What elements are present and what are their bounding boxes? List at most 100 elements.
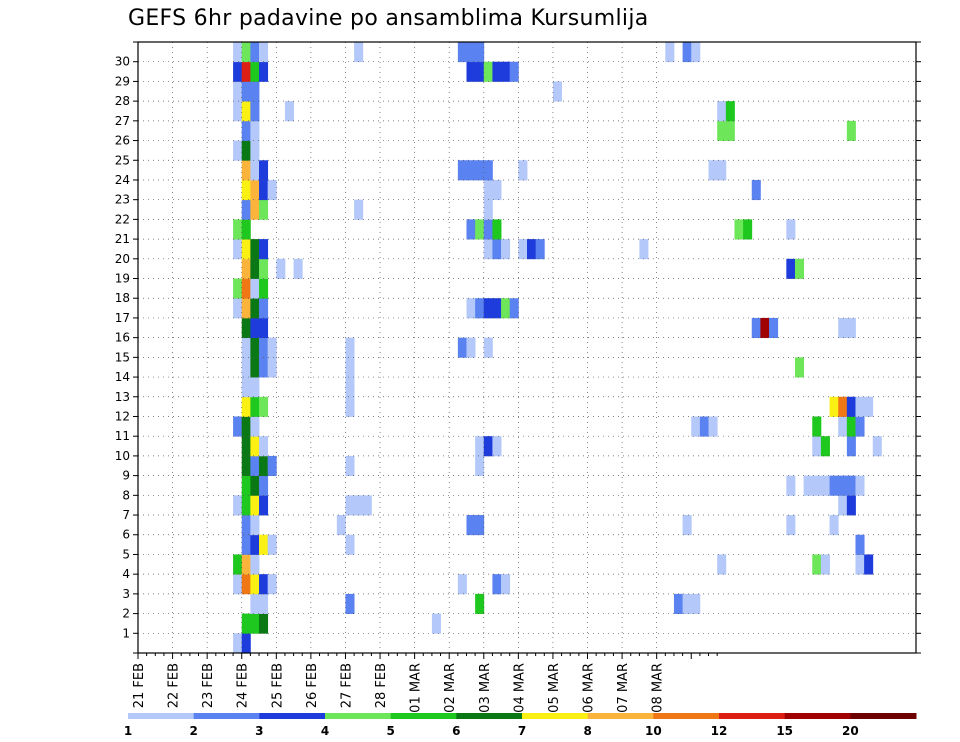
- heatmap-cell: [267, 179, 277, 201]
- y-tick-label: 5: [122, 547, 130, 561]
- heatmap-cell: [812, 475, 822, 496]
- color-bar-label: 5: [386, 724, 394, 738]
- color-bar-segment: [653, 713, 720, 719]
- heatmap-cell: [259, 317, 269, 339]
- heatmap-cell: [708, 416, 718, 437]
- y-tick-label: 3: [122, 587, 130, 601]
- heatmap-cell: [483, 298, 493, 319]
- heatmap-cell: [241, 416, 251, 437]
- y-tick-label: 29: [115, 74, 130, 88]
- heatmap-cell: [259, 495, 269, 516]
- heatmap-cell: [250, 436, 260, 457]
- heatmap-cell: [276, 258, 286, 279]
- heatmap-cell: [345, 357, 355, 378]
- heatmap-cell: [241, 554, 251, 575]
- y-tick-label: 11: [115, 429, 130, 443]
- heatmap-cell: [250, 140, 260, 161]
- heatmap-cell: [864, 554, 874, 575]
- x-tick-label: 25 FEB: [270, 663, 285, 708]
- heatmap-cell: [786, 475, 796, 496]
- color-bar-label: 7: [518, 724, 526, 738]
- heatmap-cell: [259, 357, 269, 378]
- y-tick-label: 10: [115, 449, 130, 463]
- heatmap-cell: [259, 278, 269, 299]
- heatmap-cell: [259, 42, 269, 63]
- heatmap-cell: [241, 61, 251, 82]
- heatmap-cell: [354, 495, 364, 516]
- heatmap-cell: [345, 593, 355, 614]
- x-tick-label: 03 MAR: [478, 663, 493, 713]
- heatmap-cell: [250, 42, 260, 63]
- heatmap-cell: [483, 436, 493, 457]
- heatmap-cell: [492, 219, 502, 240]
- heatmap-cell: [838, 396, 848, 417]
- color-bar-segment: [850, 713, 917, 719]
- x-tick-label: 01 MAR: [409, 663, 424, 713]
- y-tick-label: 28: [115, 94, 130, 108]
- heatmap-cells: [233, 42, 882, 654]
- heatmap-cell: [259, 239, 269, 260]
- heatmap-cell: [259, 455, 269, 477]
- heatmap-cell: [241, 574, 251, 595]
- heatmap-cell: [501, 574, 511, 595]
- heatmap-cell: [250, 199, 260, 220]
- heatmap-cell: [483, 219, 493, 240]
- x-tick-label: 04 MAR: [512, 663, 527, 713]
- heatmap-cell: [725, 101, 735, 122]
- heatmap-cell: [786, 258, 796, 279]
- heatmap-cell: [717, 101, 727, 122]
- heatmap-cell: [267, 574, 277, 595]
- heatmap-cell: [250, 278, 260, 299]
- heatmap-cell: [241, 357, 251, 378]
- heatmap-cell: [492, 574, 502, 595]
- heatmap-cell: [794, 357, 805, 378]
- heatmap-cell: [717, 120, 727, 141]
- heatmap-cell: [259, 436, 269, 457]
- heatmap-cell: [250, 574, 260, 595]
- heatmap-cell: [717, 160, 727, 181]
- color-bar-label: 8: [583, 724, 591, 738]
- heatmap-cell: [864, 396, 874, 417]
- y-tick-label: 25: [115, 153, 130, 167]
- color-bar-segment: [193, 713, 260, 719]
- heatmap-cell: [457, 42, 467, 63]
- heatmap-cell: [259, 160, 269, 181]
- heatmap-cell: [483, 61, 493, 82]
- heatmap-cell: [751, 317, 761, 339]
- heatmap-cell: [855, 554, 865, 575]
- heatmap-cell: [466, 515, 476, 536]
- heatmap-cell: [345, 337, 355, 358]
- axis-ticks: [133, 41, 921, 659]
- heatmap-cell: [509, 61, 519, 82]
- chart-title: GEFS 6hr padavine po ansamblima Kursumli…: [128, 6, 649, 31]
- heatmap-cell: [241, 42, 251, 63]
- heatmap-cell: [466, 61, 476, 82]
- heatmap-cell: [518, 160, 528, 181]
- heatmap-cell: [259, 199, 269, 220]
- heatmap-cell: [492, 179, 502, 201]
- heatmap-cell: [846, 120, 856, 141]
- heatmap-cell: [466, 298, 476, 319]
- heatmap-cell: [259, 593, 269, 614]
- heatmap-cell: [846, 495, 856, 516]
- y-tick-label: 1: [122, 626, 130, 640]
- heatmap-cell: [820, 475, 830, 496]
- heatmap-cell: [250, 396, 260, 417]
- y-tick-label: 27: [115, 114, 130, 128]
- heatmap-cell: [233, 416, 243, 437]
- heatmap-cell: [233, 61, 243, 82]
- heatmap-cell: [855, 475, 865, 496]
- heatmap-cell: [492, 239, 502, 260]
- heatmap-cell: [475, 455, 485, 477]
- heatmap-cell: [233, 42, 243, 63]
- color-bar-segment: [587, 713, 654, 719]
- heatmap-cell: [475, 593, 485, 614]
- heatmap-cell: [838, 416, 848, 437]
- heatmap-cell: [250, 337, 260, 358]
- color-bar-label: 20: [842, 724, 859, 738]
- x-tick-label: 27 FEB: [339, 663, 354, 708]
- heatmap-cell: [483, 199, 493, 220]
- y-tick-label: 13: [115, 390, 130, 404]
- heatmap-cell: [846, 317, 856, 339]
